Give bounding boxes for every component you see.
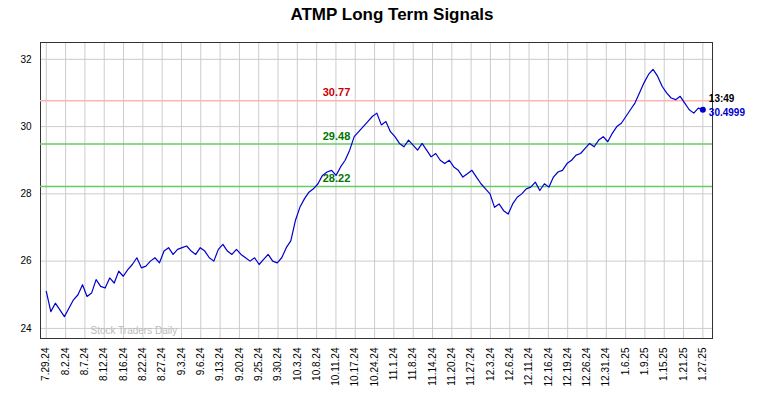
svg-text:30.77: 30.77: [323, 86, 351, 98]
svg-text:1.6.25: 1.6.25: [620, 347, 631, 375]
svg-text:8.16.24: 8.16.24: [118, 347, 129, 381]
svg-text:24: 24: [20, 323, 32, 334]
svg-text:12.16.24: 12.16.24: [543, 347, 554, 386]
svg-text:28.22: 28.22: [322, 172, 351, 184]
svg-text:12.3.24: 12.3.24: [485, 347, 496, 381]
svg-text:12.6.24: 12.6.24: [504, 347, 515, 381]
svg-text:10.17.24: 10.17.24: [349, 347, 360, 386]
svg-text:11.14.24: 11.14.24: [427, 347, 438, 386]
svg-text:11.1.24: 11.1.24: [388, 347, 399, 380]
svg-text:Stock Traders Daily: Stock Traders Daily: [91, 325, 178, 336]
svg-text:9.20.24: 9.20.24: [234, 347, 245, 381]
svg-text:1.21.25: 1.21.25: [678, 347, 689, 381]
svg-text:26: 26: [20, 255, 32, 266]
svg-text:10.11.24: 10.11.24: [330, 347, 341, 386]
svg-text:9.6.24: 9.6.24: [195, 347, 206, 375]
svg-text:9.25.24: 9.25.24: [253, 347, 264, 381]
svg-text:11.27.24: 11.27.24: [465, 347, 476, 386]
svg-text:11.8.24: 11.8.24: [407, 347, 418, 380]
svg-text:8.22.24: 8.22.24: [137, 347, 148, 381]
svg-text:10.24.24: 10.24.24: [369, 347, 380, 386]
svg-text:12.11.24: 12.11.24: [523, 347, 534, 386]
svg-text:8.27.24: 8.27.24: [156, 347, 167, 381]
svg-text:1.9.25: 1.9.25: [639, 347, 650, 375]
svg-text:8.7.24: 8.7.24: [79, 347, 90, 375]
svg-text:12.19.24: 12.19.24: [562, 347, 573, 386]
svg-text:10.3.24: 10.3.24: [292, 347, 303, 381]
svg-text:10.8.24: 10.8.24: [311, 347, 322, 381]
svg-text:7.29.24: 7.29.24: [40, 347, 51, 381]
svg-text:1.15.25: 1.15.25: [658, 347, 669, 381]
svg-text:9.13.24: 9.13.24: [214, 347, 225, 381]
svg-text:9.30.24: 9.30.24: [272, 347, 283, 381]
svg-text:12.26.24: 12.26.24: [581, 347, 592, 386]
svg-text:30.4999: 30.4999: [709, 107, 746, 118]
svg-text:1.27.25: 1.27.25: [697, 347, 708, 381]
svg-text:9.3.24: 9.3.24: [176, 347, 187, 375]
svg-text:32: 32: [20, 54, 32, 65]
svg-text:12.31.24: 12.31.24: [600, 347, 611, 386]
svg-text:8.2.24: 8.2.24: [60, 347, 71, 375]
svg-text:30: 30: [20, 121, 32, 132]
svg-text:11.20.24: 11.20.24: [446, 347, 457, 386]
svg-text:28: 28: [20, 188, 32, 199]
svg-text:29.48: 29.48: [323, 130, 351, 142]
svg-text:13:49: 13:49: [709, 93, 735, 104]
html-text:ATMP Long Term Signals: ATMP Long Term Signals: [290, 5, 494, 24]
svg-text:8.12.24: 8.12.24: [98, 347, 109, 381]
